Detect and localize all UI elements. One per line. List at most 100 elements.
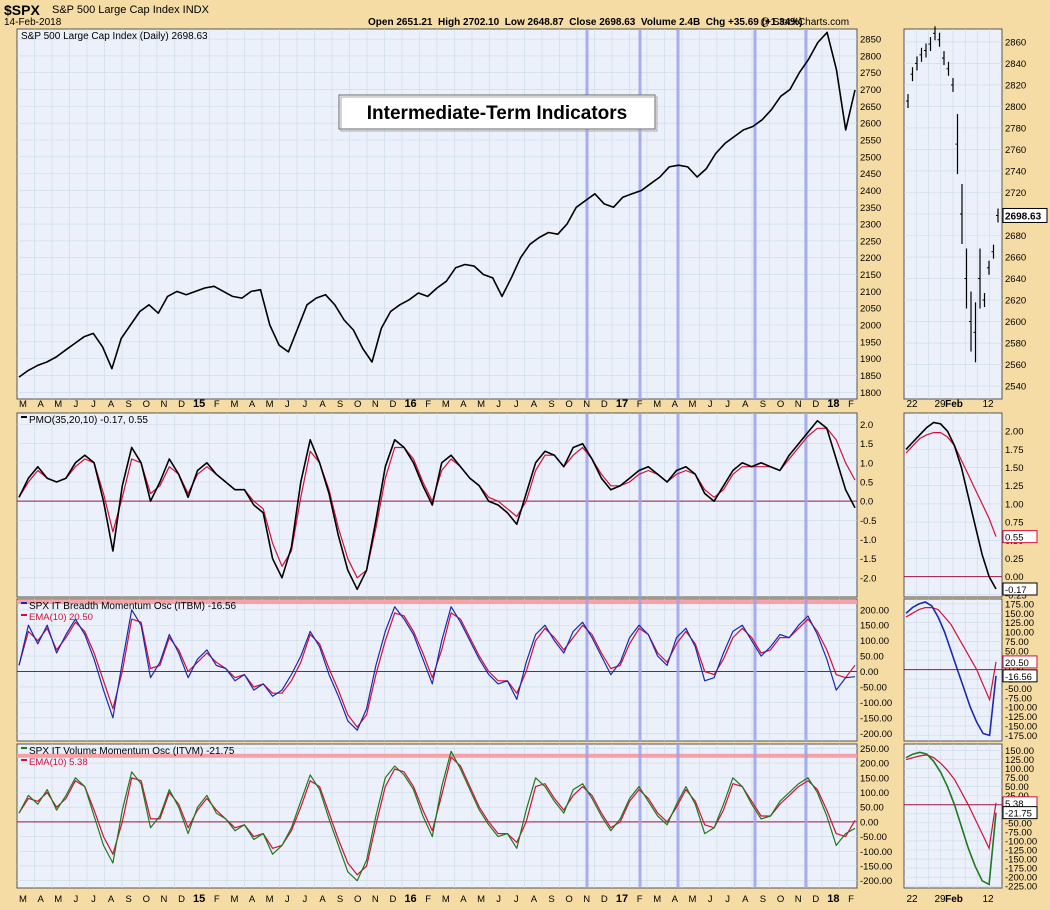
x-tick-label: 15 <box>193 398 205 410</box>
annotation-label: Intermediate-Term Indicators <box>367 103 627 124</box>
y-tick-label: -1.0 <box>860 535 876 546</box>
x-tick-label-bottom: M <box>653 894 661 905</box>
symbol-label: $SPX <box>4 2 40 18</box>
x-tick-label-bottom: M <box>266 894 274 905</box>
y-tick-label: 2000 <box>860 321 881 332</box>
x-tick-label-bottom: N <box>583 894 590 905</box>
y-tick-label: 2620 <box>1005 296 1026 307</box>
x-tick-label: J <box>73 399 78 410</box>
y-tick-label: 2700 <box>860 85 881 96</box>
x-tick-label-bottom: J <box>302 894 307 905</box>
x-tick-label: S <box>126 399 132 410</box>
x-tick-label: O <box>565 399 572 410</box>
x-tick-label: N <box>583 399 590 410</box>
y-tick-label: 100.00 <box>1005 764 1034 775</box>
x-tick-label-bottom: A <box>672 894 679 905</box>
x-tick-label: O <box>777 399 784 410</box>
y-tick-label: 2820 <box>1005 80 1026 91</box>
x-tick-label: F <box>214 399 220 410</box>
y-tick-label: 175.00 <box>1005 599 1034 610</box>
x-tick-label: N <box>795 399 802 410</box>
zoom-series-3-1 <box>905 754 997 851</box>
y-tick-label: 1800 <box>860 388 881 399</box>
y-tick-label: -225.00 <box>1005 882 1037 893</box>
x-tick-label-bottom: A <box>108 894 115 905</box>
y-tick-label: 2560 <box>1005 360 1026 371</box>
y-tick-label: 2100 <box>860 287 881 298</box>
y-tick-label: 1.75 <box>1005 445 1024 456</box>
legend-ema: EMA(10) 20.50 <box>29 612 93 623</box>
x-tick-label: J <box>708 399 713 410</box>
y-tick-label: 50.00 <box>860 652 884 663</box>
series-line-1-0 <box>18 419 856 591</box>
y-tick-label: 75.00 <box>1005 773 1029 784</box>
chart-date: 14-Feb-2018 <box>4 17 62 28</box>
y-tick-label: 200.00 <box>860 759 889 770</box>
x-tick-label-bottom: O <box>354 894 361 905</box>
x-tick-label-bottom: F <box>848 894 854 905</box>
y-tick-label: 2640 <box>1005 274 1026 285</box>
x-tick-label: 16 <box>404 398 416 410</box>
last-value-tag <box>1002 530 1038 544</box>
x-tick-label-bottom: M <box>19 894 27 905</box>
last-value-tag <box>1002 806 1038 820</box>
x-tick-label-bottom: J <box>514 894 519 905</box>
x-tick-label-bottom: F <box>637 894 643 905</box>
zoom-x-tick-bottom: Feb <box>945 894 963 905</box>
y-tick-label: -125.00 <box>1005 712 1037 723</box>
x-tick-label-bottom: J <box>73 894 78 905</box>
series-line-0-0 <box>18 31 856 378</box>
legend-ema: EMA(10) 5.38 <box>29 757 88 768</box>
series-line-3-0 <box>18 750 856 882</box>
y-tick-label: -175.00 <box>1005 731 1037 742</box>
y-tick-label: 2150 <box>860 270 881 281</box>
y-tick-label: 150.00 <box>1005 609 1034 620</box>
y-tick-label: 2850 <box>860 35 881 46</box>
y-tick-label: 2580 <box>1005 339 1026 350</box>
x-tick-label-bottom: O <box>143 894 150 905</box>
y-tick-label: 2780 <box>1005 123 1026 134</box>
y-tick-label: -200.00 <box>860 729 892 740</box>
y-tick-label: 0.00 <box>860 667 879 678</box>
y-tick-label: 125.00 <box>1005 618 1034 629</box>
y-tick-label: 2860 <box>1005 37 1026 48</box>
x-tick-label-bottom: M <box>54 894 62 905</box>
zoom-series-2-0 <box>905 601 997 737</box>
x-tick-label: F <box>425 399 431 410</box>
y-tick-label: 2660 <box>1005 253 1026 264</box>
panel-title: SPX IT Breadth Momentum Osc (ITBM) -16.5… <box>29 601 237 612</box>
y-tick-label: 150.00 <box>860 621 889 632</box>
x-tick-label-bottom: O <box>565 894 572 905</box>
y-tick-label: 1.25 <box>1005 481 1024 492</box>
y-tick-label: 50.00 <box>860 803 884 814</box>
y-tick-label: 0.00 <box>1005 572 1024 583</box>
x-tick-label-bottom: M <box>477 894 485 905</box>
y-tick-label: 2800 <box>860 51 881 62</box>
x-tick-label: N <box>160 399 167 410</box>
y-tick-label: 1.00 <box>1005 499 1024 510</box>
y-tick-label: 2.00 <box>1005 427 1024 438</box>
x-tick-label-bottom: A <box>531 894 538 905</box>
x-tick-label-bottom: 18 <box>827 893 839 905</box>
zoom-x-tick: 22 <box>906 399 918 410</box>
x-tick-label: J <box>91 399 96 410</box>
x-tick-label-bottom: S <box>337 894 343 905</box>
x-tick-label: 17 <box>616 398 628 410</box>
x-tick-label: A <box>672 399 679 410</box>
series-line-2-0 <box>18 606 856 731</box>
y-tick-label: 2750 <box>860 68 881 79</box>
zoom-series-1-0 <box>905 421 997 590</box>
x-tick-label: S <box>337 399 343 410</box>
y-tick-label: 50.00 <box>1005 782 1029 793</box>
x-tick-label: M <box>442 399 450 410</box>
y-tick-label: 2300 <box>860 220 881 231</box>
y-tick-label: 100.00 <box>860 788 889 799</box>
x-tick-label: A <box>249 399 256 410</box>
y-tick-label: -100.00 <box>860 847 892 858</box>
annotation-box <box>338 94 656 130</box>
x-tick-label: J <box>285 399 290 410</box>
y-tick-label: -100.00 <box>1005 703 1037 714</box>
last-value-tag <box>1002 655 1038 669</box>
x-tick-label: M <box>54 399 62 410</box>
last-value-tag <box>1002 669 1038 683</box>
